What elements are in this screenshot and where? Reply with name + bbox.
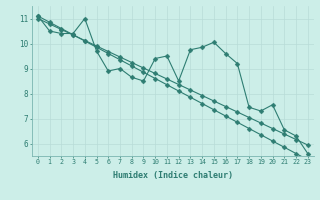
- X-axis label: Humidex (Indice chaleur): Humidex (Indice chaleur): [113, 171, 233, 180]
